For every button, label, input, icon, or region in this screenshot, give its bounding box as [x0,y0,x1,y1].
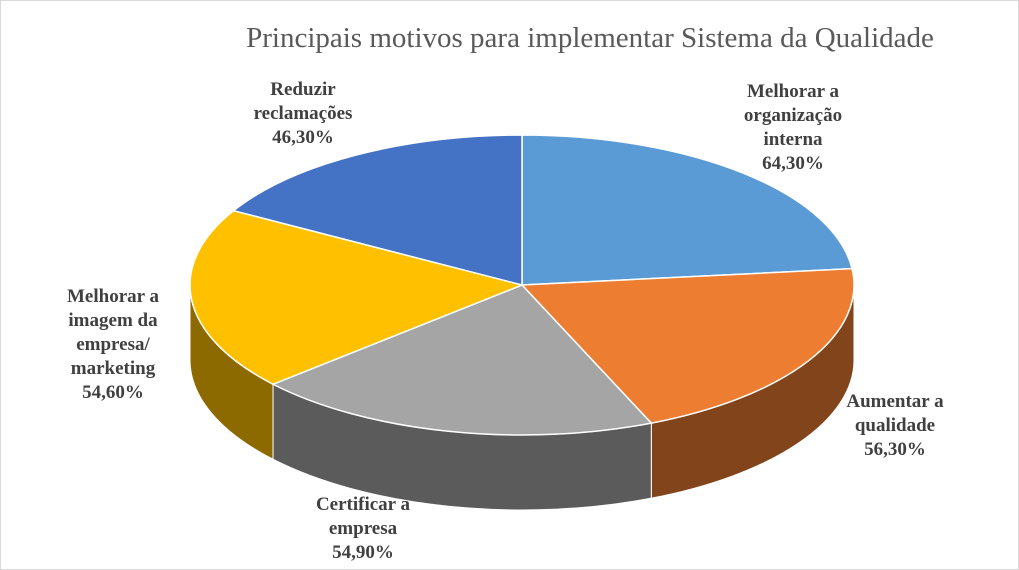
chart-title: Principais motivos para implementar Sist… [246,22,934,54]
value-label: 54,60% [82,382,144,403]
data-label: Aumentar a qualidade 56,30% [830,390,960,462]
category-label: Melhorar a organização interna [743,81,843,150]
slice [231,134,523,286]
slice [521,134,853,286]
data-label: Certificar a empresa 54,90% [293,493,433,565]
slice [271,284,653,436]
value-label: 46,30% [272,127,334,148]
slice [520,267,855,424]
data-label: Melhorar a imagem da empresa/ marketing 5… [48,285,178,405]
pie-tops [189,134,855,436]
category-label: Reduzir reclamações [253,79,353,124]
slice [189,209,525,386]
category-label: Aumentar a qualidade [846,391,944,436]
data-label: Reduzir reclamações 46,30% [228,78,378,150]
value-label: 64,30% [762,153,824,174]
value-label: 54,90% [332,542,394,563]
category-label: Melhorar a imagem da empresa/ marketing [67,286,159,379]
category-label: Certificar a empresa [315,494,411,539]
data-label: Melhorar a organização interna 64,30% [718,80,868,176]
value-label: 56,30% [864,439,926,460]
